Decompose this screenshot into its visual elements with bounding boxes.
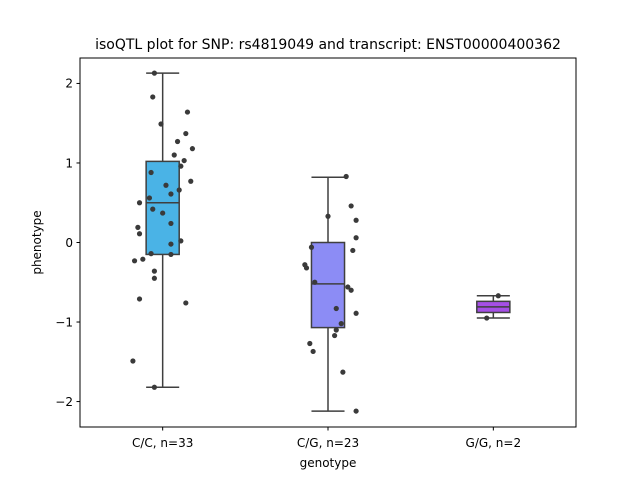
data-point: [340, 369, 346, 375]
data-point: [151, 275, 157, 281]
data-point: [150, 94, 156, 100]
y-tick-label: 2: [65, 77, 73, 91]
data-point: [171, 152, 177, 158]
data-point: [160, 210, 166, 216]
data-point: [353, 310, 359, 316]
data-point: [136, 231, 143, 237]
y-tick-label: 0: [65, 236, 73, 250]
data-point: [136, 296, 143, 302]
data-point: [176, 187, 182, 193]
data-point: [333, 305, 339, 312]
x-tick-label: C/C, n=33: [132, 436, 193, 450]
data-point: [188, 178, 194, 184]
data-point: [163, 182, 169, 188]
data-point: [343, 173, 349, 180]
y-tick-label: −2: [55, 395, 73, 409]
data-point: [168, 191, 174, 197]
data-point: [148, 169, 154, 176]
data-point: [178, 163, 184, 169]
data-point: [308, 244, 315, 250]
y-axis: −2 −1 0 1 2: [55, 77, 80, 409]
data-point: [338, 321, 344, 327]
data-point: [151, 384, 157, 390]
x-tick-label: G/G, n=2: [466, 436, 522, 450]
data-point: [348, 203, 354, 209]
data-point: [136, 200, 143, 206]
box-2: [476, 295, 511, 319]
y-tick-label: 1: [65, 156, 73, 170]
data-point: [168, 251, 174, 258]
data-point: [353, 408, 359, 414]
data-point: [174, 138, 181, 145]
data-point: [183, 130, 189, 137]
data-point: [151, 70, 157, 76]
data-point: [168, 220, 174, 227]
data-point: [307, 340, 313, 347]
y-axis-label: phenotype: [30, 210, 44, 274]
data-point: [348, 287, 354, 293]
data-point: [325, 213, 331, 219]
chart-title: isoQTL plot for SNP: rs4819049 and trans…: [95, 37, 561, 53]
x-axis-label: genotype: [300, 456, 357, 470]
data-point: [178, 238, 184, 244]
data-point: [350, 247, 356, 254]
data-point: [140, 256, 146, 262]
data-point: [151, 268, 157, 274]
x-tick-label: C/G, n=23: [297, 436, 359, 450]
data-point: [181, 157, 187, 164]
box-body: [310, 241, 346, 329]
data-point: [183, 300, 189, 306]
data-point: [135, 224, 141, 230]
data-point: [312, 279, 318, 285]
data-point: [333, 327, 339, 333]
data-point: [345, 284, 351, 290]
data-point: [131, 258, 138, 264]
data-point: [353, 217, 359, 223]
data-point: [332, 332, 338, 339]
box-0: [145, 72, 180, 388]
data-point: [310, 348, 316, 355]
data-point: [130, 358, 136, 364]
data-point: [168, 241, 174, 247]
data-point: [353, 235, 359, 241]
data-point: [184, 109, 191, 115]
box-1: [310, 176, 346, 412]
data-point: [484, 315, 490, 321]
data-point: [148, 251, 154, 257]
data-point: [495, 293, 501, 299]
data-point: [189, 146, 196, 152]
x-axis: C/C, n=33 C/G, n=23 G/G, n=2: [132, 427, 521, 450]
data-point: [158, 121, 164, 127]
data-point: [150, 206, 156, 212]
y-tick-label: −1: [55, 315, 73, 329]
data-point: [303, 265, 310, 271]
plot-area: [130, 70, 511, 414]
data-point: [146, 195, 153, 201]
